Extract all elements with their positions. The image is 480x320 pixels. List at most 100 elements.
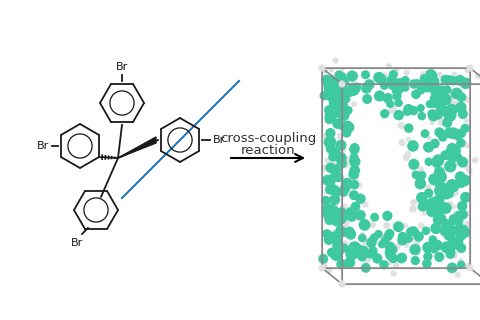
Text: Br: Br	[71, 238, 83, 248]
Circle shape	[446, 248, 456, 257]
Circle shape	[430, 120, 434, 125]
Circle shape	[366, 237, 377, 248]
Circle shape	[336, 99, 343, 106]
Circle shape	[450, 106, 455, 110]
Circle shape	[337, 223, 342, 228]
Circle shape	[323, 209, 335, 221]
Circle shape	[447, 130, 452, 135]
Circle shape	[345, 87, 355, 97]
Circle shape	[394, 258, 398, 262]
Circle shape	[464, 143, 469, 148]
Circle shape	[419, 171, 426, 178]
Circle shape	[344, 163, 349, 168]
Circle shape	[465, 263, 471, 269]
Circle shape	[447, 155, 456, 164]
Circle shape	[318, 254, 328, 264]
Circle shape	[322, 175, 333, 186]
Circle shape	[329, 194, 340, 205]
Circle shape	[366, 83, 372, 88]
Circle shape	[440, 96, 449, 105]
Circle shape	[418, 167, 424, 172]
Circle shape	[343, 225, 349, 231]
Circle shape	[447, 238, 459, 250]
Circle shape	[337, 185, 342, 190]
Circle shape	[385, 250, 396, 260]
Circle shape	[463, 96, 469, 103]
Circle shape	[457, 243, 464, 250]
Circle shape	[455, 223, 464, 232]
Circle shape	[339, 115, 346, 122]
Circle shape	[434, 171, 447, 183]
Circle shape	[448, 144, 461, 157]
Circle shape	[381, 236, 389, 245]
Circle shape	[330, 248, 343, 261]
Circle shape	[327, 197, 331, 201]
Circle shape	[336, 157, 343, 164]
Circle shape	[453, 152, 458, 158]
Circle shape	[332, 84, 343, 94]
Circle shape	[332, 240, 336, 244]
Circle shape	[319, 65, 325, 71]
Circle shape	[413, 83, 419, 89]
Circle shape	[411, 171, 420, 179]
Circle shape	[437, 193, 442, 197]
Circle shape	[409, 244, 420, 255]
Circle shape	[348, 241, 361, 254]
Circle shape	[331, 230, 337, 236]
Circle shape	[432, 240, 443, 251]
Circle shape	[319, 265, 325, 271]
Circle shape	[388, 245, 397, 254]
Circle shape	[445, 75, 455, 85]
Circle shape	[412, 79, 421, 88]
Circle shape	[344, 97, 350, 103]
Circle shape	[436, 85, 447, 96]
Circle shape	[361, 263, 371, 273]
Circle shape	[347, 84, 360, 96]
Circle shape	[409, 79, 419, 89]
Circle shape	[461, 124, 470, 133]
Circle shape	[370, 233, 379, 242]
Circle shape	[324, 105, 334, 115]
Circle shape	[438, 86, 448, 96]
Circle shape	[410, 228, 419, 236]
Circle shape	[428, 197, 437, 207]
Circle shape	[427, 136, 431, 140]
Circle shape	[456, 128, 466, 138]
Circle shape	[414, 249, 420, 255]
Circle shape	[405, 235, 413, 243]
Circle shape	[453, 241, 461, 249]
Circle shape	[332, 162, 337, 168]
Circle shape	[393, 248, 397, 253]
Circle shape	[456, 92, 466, 102]
Circle shape	[325, 113, 336, 124]
Circle shape	[437, 224, 442, 228]
Circle shape	[345, 227, 354, 236]
Circle shape	[330, 170, 341, 182]
Circle shape	[342, 192, 347, 197]
Circle shape	[336, 214, 346, 225]
Circle shape	[387, 92, 392, 96]
Circle shape	[336, 259, 347, 269]
Circle shape	[322, 229, 332, 238]
Circle shape	[391, 254, 396, 260]
Circle shape	[336, 209, 340, 213]
Circle shape	[340, 122, 346, 127]
Circle shape	[404, 243, 409, 248]
Circle shape	[454, 162, 458, 166]
Circle shape	[409, 106, 418, 115]
Circle shape	[336, 140, 347, 151]
Circle shape	[418, 171, 426, 180]
Circle shape	[458, 210, 468, 220]
Circle shape	[338, 120, 345, 127]
Circle shape	[422, 242, 434, 253]
Circle shape	[467, 265, 473, 271]
Circle shape	[328, 116, 334, 121]
Circle shape	[347, 70, 358, 82]
Circle shape	[323, 204, 329, 211]
Circle shape	[342, 128, 351, 138]
Circle shape	[434, 166, 445, 178]
Circle shape	[394, 243, 401, 250]
Circle shape	[339, 144, 345, 150]
Circle shape	[434, 97, 446, 108]
Circle shape	[380, 81, 389, 90]
